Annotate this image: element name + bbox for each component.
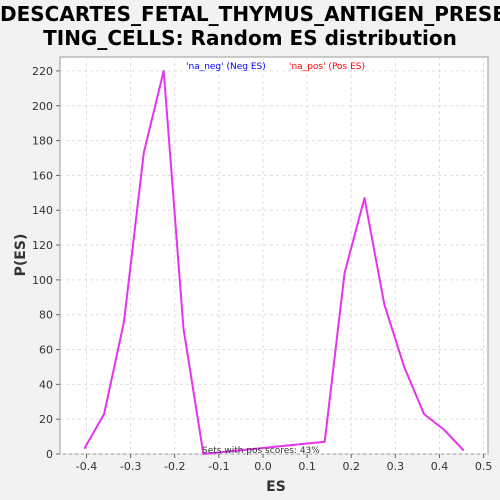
y-tick-label: 180 xyxy=(32,135,53,148)
y-tick-label: 200 xyxy=(32,100,53,113)
y-tick-label: 40 xyxy=(39,378,53,391)
y-tick-label: 120 xyxy=(32,239,53,252)
y-tick-label: 220 xyxy=(32,65,53,78)
x-tick-label: 0.0 xyxy=(254,460,272,473)
y-tick-label: 60 xyxy=(39,344,53,357)
y-tick-label: 20 xyxy=(39,413,53,426)
y-tick-label: 140 xyxy=(32,204,53,217)
x-tick-label: -0.3 xyxy=(120,460,141,473)
legend-entry: 'na_neg' (Neg ES) xyxy=(186,62,266,72)
x-axis-title: ES xyxy=(266,479,286,495)
legend: 'na_neg' (Neg ES) 'na_pos' (Pos ES) xyxy=(186,62,365,72)
x-tick-label: 0.2 xyxy=(342,460,360,473)
x-tick-label: 0.5 xyxy=(475,460,493,473)
legend-entry: 'na_pos' (Pos ES) xyxy=(289,62,365,72)
y-tick-label: 100 xyxy=(32,274,53,287)
series-layer xyxy=(83,69,465,455)
x-tick-label: -0.2 xyxy=(164,460,185,473)
axes: -0.4 -0.3 -0.2 -0.1 0.0 0.1 0.2 0.3 0.4 0.5 0 20 40 6… xyxy=(32,65,492,473)
plot-area xyxy=(59,56,489,455)
x-tick-label: 0.4 xyxy=(431,460,449,473)
y-tick-label: 80 xyxy=(39,309,53,322)
series-line xyxy=(83,69,465,455)
x-tick-label: 0.1 xyxy=(298,460,316,473)
grid xyxy=(60,57,488,455)
y-tick-label: 0 xyxy=(46,448,53,461)
chart-title: DESCARTES_FETAL_THYMUS_ANTIGEN_PRESEN TI… xyxy=(0,2,500,50)
x-tick-label: -0.4 xyxy=(76,460,97,473)
y-axis-title: P(ES) xyxy=(13,234,29,277)
x-tick-label: -0.1 xyxy=(208,460,229,473)
annotation: Sets with pos scores: 43% xyxy=(202,446,320,456)
y-tick-label: 160 xyxy=(32,169,53,182)
x-tick-label: 0.3 xyxy=(387,460,405,473)
